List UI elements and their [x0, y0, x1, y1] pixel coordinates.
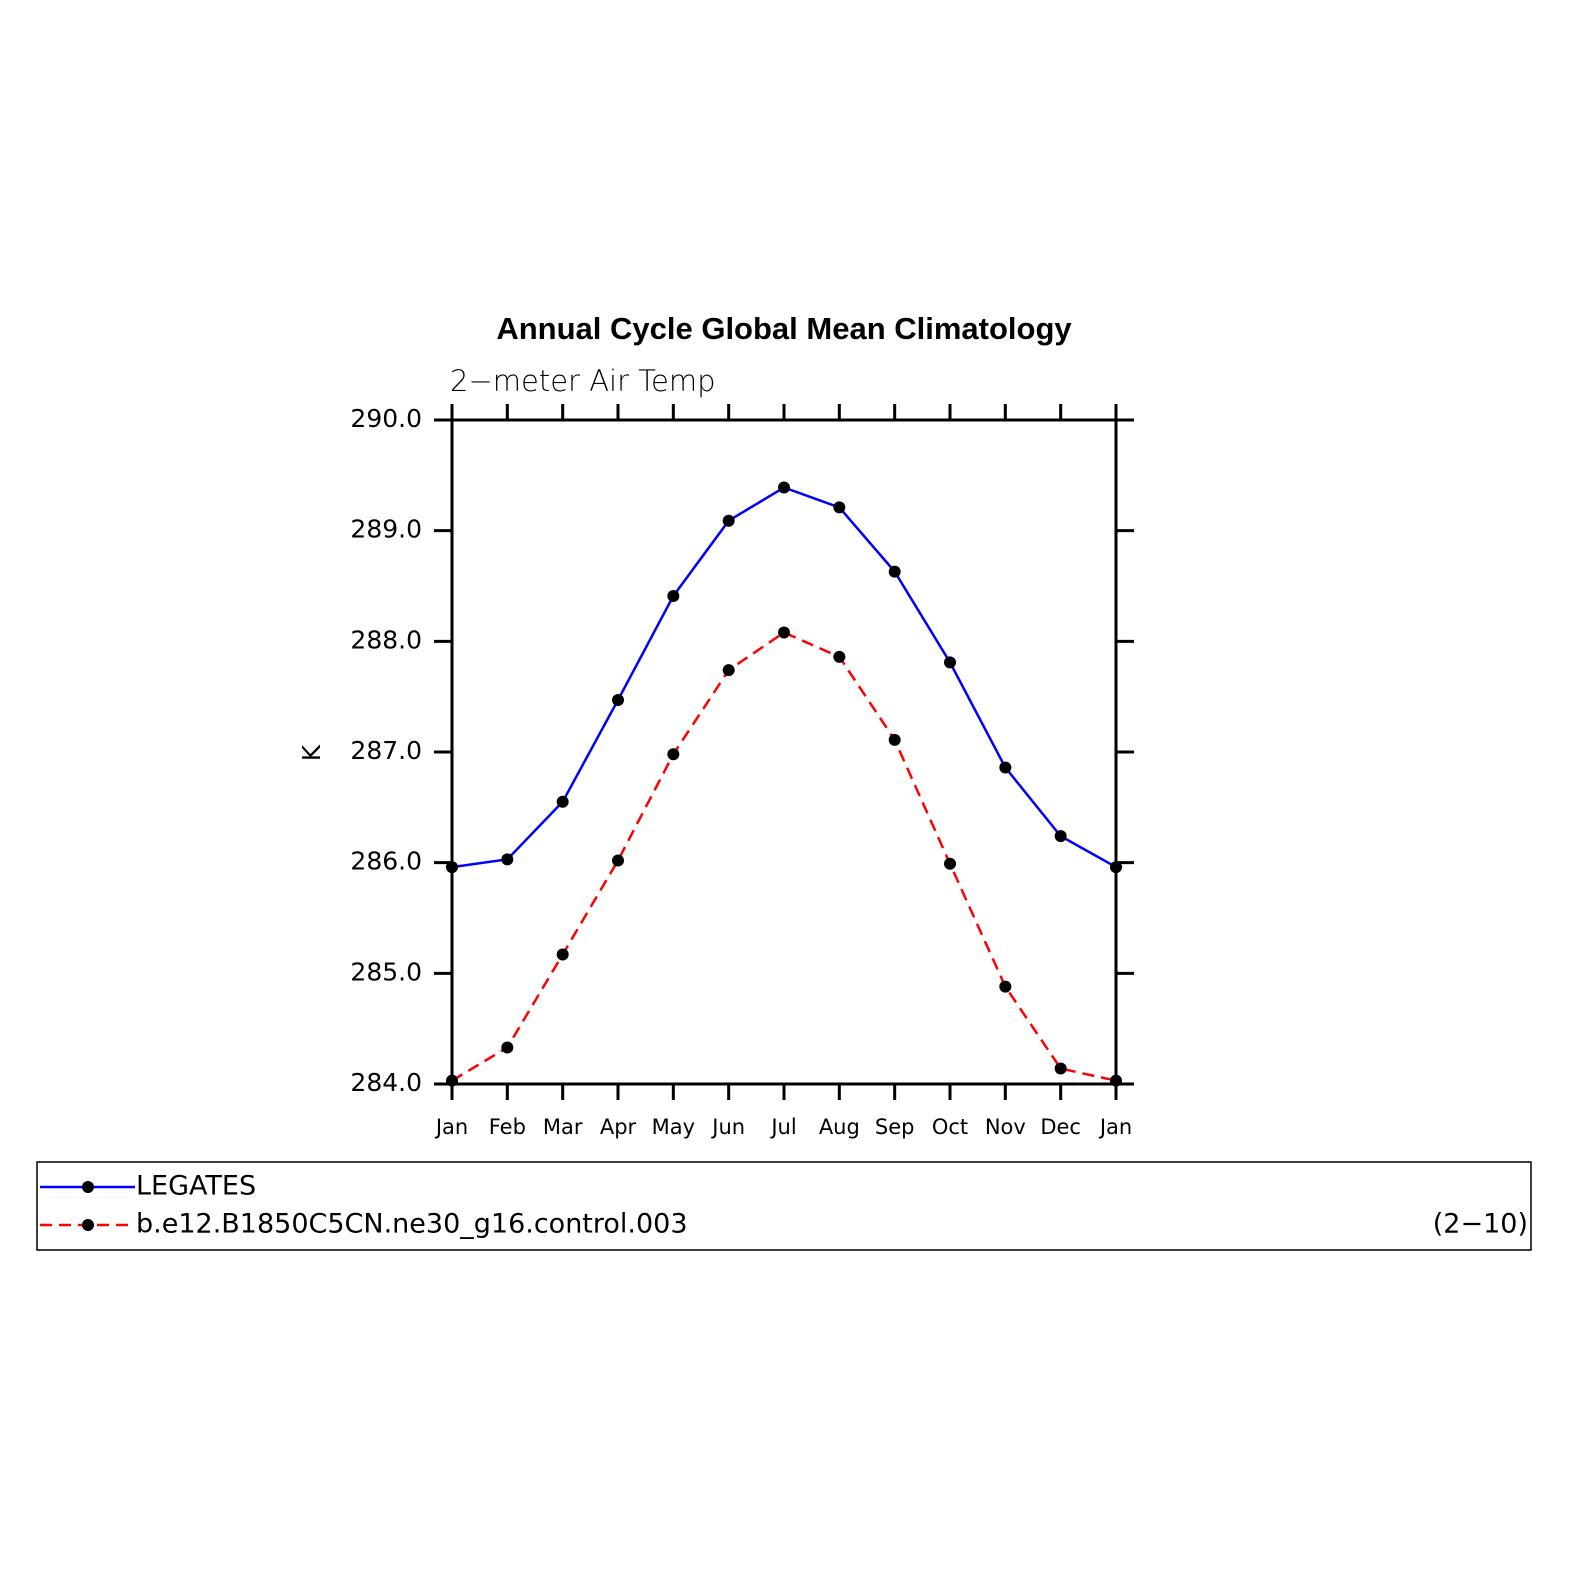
point	[556, 795, 569, 808]
point	[667, 748, 680, 761]
point	[888, 733, 901, 746]
y-tick-label: 289.0	[350, 515, 422, 544]
plot-frame	[450, 418, 1118, 1086]
x-tick-label: Sep	[875, 1115, 915, 1139]
point	[999, 761, 1012, 774]
point	[778, 481, 790, 494]
x-tick-label: Jan	[434, 1115, 468, 1139]
x-tick-label: Jun	[710, 1115, 745, 1139]
legend-label: LEGATES	[136, 1171, 256, 1202]
point	[1054, 830, 1067, 843]
legend-marker	[82, 1219, 94, 1231]
point	[612, 693, 624, 706]
point	[1054, 1062, 1067, 1075]
point	[1110, 1074, 1122, 1087]
x-tick-label: Aug	[819, 1115, 860, 1139]
legend-box	[36, 1161, 1532, 1251]
point	[833, 501, 846, 514]
x-tick-label: May	[652, 1115, 695, 1139]
point	[999, 980, 1012, 993]
point	[722, 514, 735, 527]
chart-subtitle: 2−meter Air Temp	[450, 364, 716, 398]
point	[888, 565, 901, 578]
chart-title: Annual Cycle Global Mean Climatology	[496, 311, 1072, 346]
point	[778, 626, 790, 639]
y-tick-label: 284.0	[350, 1068, 422, 1097]
point	[667, 589, 680, 602]
point	[556, 948, 569, 961]
point	[501, 1041, 514, 1054]
point	[501, 853, 514, 866]
annotation: (2−10)	[1433, 1209, 1528, 1240]
legend-marker	[82, 1181, 94, 1193]
point	[833, 650, 846, 663]
point	[944, 857, 956, 870]
point	[722, 664, 735, 677]
point	[446, 861, 458, 874]
x-tick-label: Jan	[1098, 1115, 1132, 1139]
legend-label: b.e12.B1850C5CN.ne30_g16.control.003	[136, 1209, 688, 1240]
y-tick-label: 287.0	[350, 736, 422, 765]
x-tick-label: Dec	[1040, 1115, 1081, 1139]
x-tick-label: Nov	[985, 1115, 1026, 1139]
series-line	[451, 631, 1117, 1082]
y-tick-label: 288.0	[350, 625, 422, 654]
y-axis-label: K	[297, 744, 326, 761]
x-tick-label: Feb	[489, 1115, 526, 1139]
y-tick-label: 290.0	[350, 404, 422, 433]
x-tick-label: Mar	[543, 1115, 583, 1139]
x-tick-label: Oct	[932, 1115, 968, 1139]
series-line	[451, 486, 1117, 869]
point	[1110, 861, 1122, 874]
point	[446, 1074, 458, 1087]
y-tick-label: 285.0	[350, 957, 422, 986]
point	[612, 854, 624, 867]
x-tick-label: Jul	[769, 1115, 796, 1139]
x-tick-label: Apr	[600, 1115, 637, 1139]
point	[944, 656, 956, 669]
y-tick-label: 286.0	[350, 847, 422, 876]
